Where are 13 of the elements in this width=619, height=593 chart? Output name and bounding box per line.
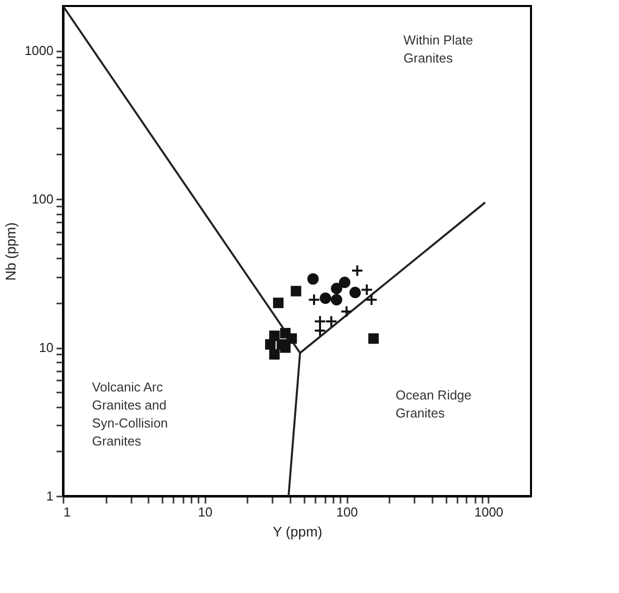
y-tick-label: 100 bbox=[32, 192, 54, 207]
annotation: Within Plate Granites bbox=[404, 32, 473, 66]
y-tick-label: 10 bbox=[39, 340, 54, 356]
x-tick-label: 10 bbox=[198, 504, 213, 520]
annotation: Volcanic Arc Granites and Syn-Collision Granites bbox=[92, 380, 168, 449]
x-tick-label: 1000 bbox=[474, 504, 504, 520]
y-axis-title: Nb (ppm) bbox=[2, 222, 19, 281]
x-tick-label: 100 bbox=[336, 504, 358, 520]
annotation: Ocean Ridge Granites bbox=[396, 387, 472, 420]
y-tick-label: 1 bbox=[46, 488, 54, 504]
x-tick-label: 1 bbox=[64, 504, 71, 520]
y-tick-label: 1000 bbox=[24, 43, 54, 58]
x-axis-title: Y (ppm) bbox=[272, 524, 322, 540]
